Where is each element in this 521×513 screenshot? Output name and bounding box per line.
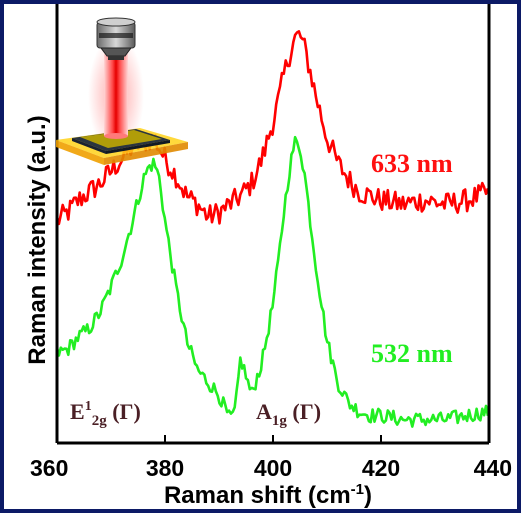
laser-spot [104,133,128,139]
x-tick-label-420: 420 [362,455,400,481]
laser-setup-illustration [56,17,188,165]
laser-beam [104,54,128,136]
objective-lens-icon [96,17,136,60]
series-label-633nm: 633 nm [371,149,453,178]
x-tick-label-380: 380 [146,455,184,481]
x-tick-label-440: 440 [474,455,512,481]
x-tick-label-400: 400 [254,455,292,481]
x-ticks: 360 380 400 420 440 [30,435,512,481]
series-line-532nm [55,135,490,428]
peak-label-a1g: A1g (Γ) [256,399,321,429]
x-tick-label-360: 360 [30,455,68,481]
y-axis-title: Raman intensity (a.u.) [24,115,51,364]
peak-label-e12g: E12g (Γ) [70,399,141,429]
x-axis-title: Raman shift (cm-1) [164,481,372,509]
substrate-icon [56,128,188,165]
series-label-532nm: 532 nm [371,339,453,368]
